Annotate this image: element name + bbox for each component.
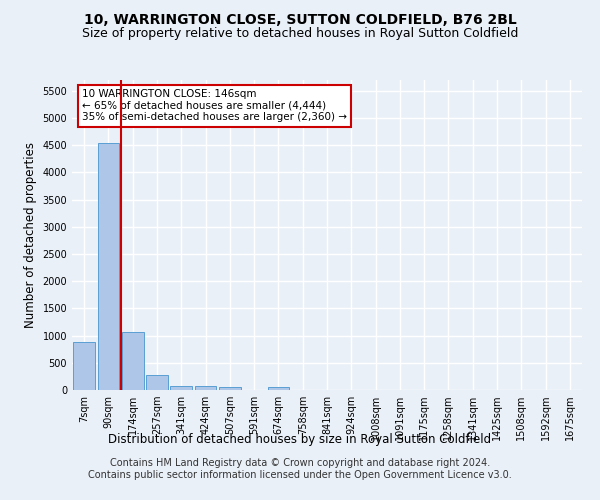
Y-axis label: Number of detached properties: Number of detached properties: [24, 142, 37, 328]
Text: Contains HM Land Registry data © Crown copyright and database right 2024.
Contai: Contains HM Land Registry data © Crown c…: [88, 458, 512, 480]
Text: Distribution of detached houses by size in Royal Sutton Coldfield: Distribution of detached houses by size …: [109, 432, 491, 446]
Bar: [97, 143, 119, 390]
Bar: [122, 332, 143, 390]
Bar: [146, 376, 168, 390]
Bar: [73, 342, 95, 390]
Text: 10 WARRINGTON CLOSE: 146sqm
← 65% of detached houses are smaller (4,444)
35% of : 10 WARRINGTON CLOSE: 146sqm ← 65% of det…: [82, 90, 347, 122]
Text: Size of property relative to detached houses in Royal Sutton Coldfield: Size of property relative to detached ho…: [82, 28, 518, 40]
Bar: [194, 386, 217, 390]
Bar: [268, 388, 289, 390]
Text: 10, WARRINGTON CLOSE, SUTTON COLDFIELD, B76 2BL: 10, WARRINGTON CLOSE, SUTTON COLDFIELD, …: [83, 12, 517, 26]
Bar: [219, 388, 241, 390]
Bar: [170, 386, 192, 390]
